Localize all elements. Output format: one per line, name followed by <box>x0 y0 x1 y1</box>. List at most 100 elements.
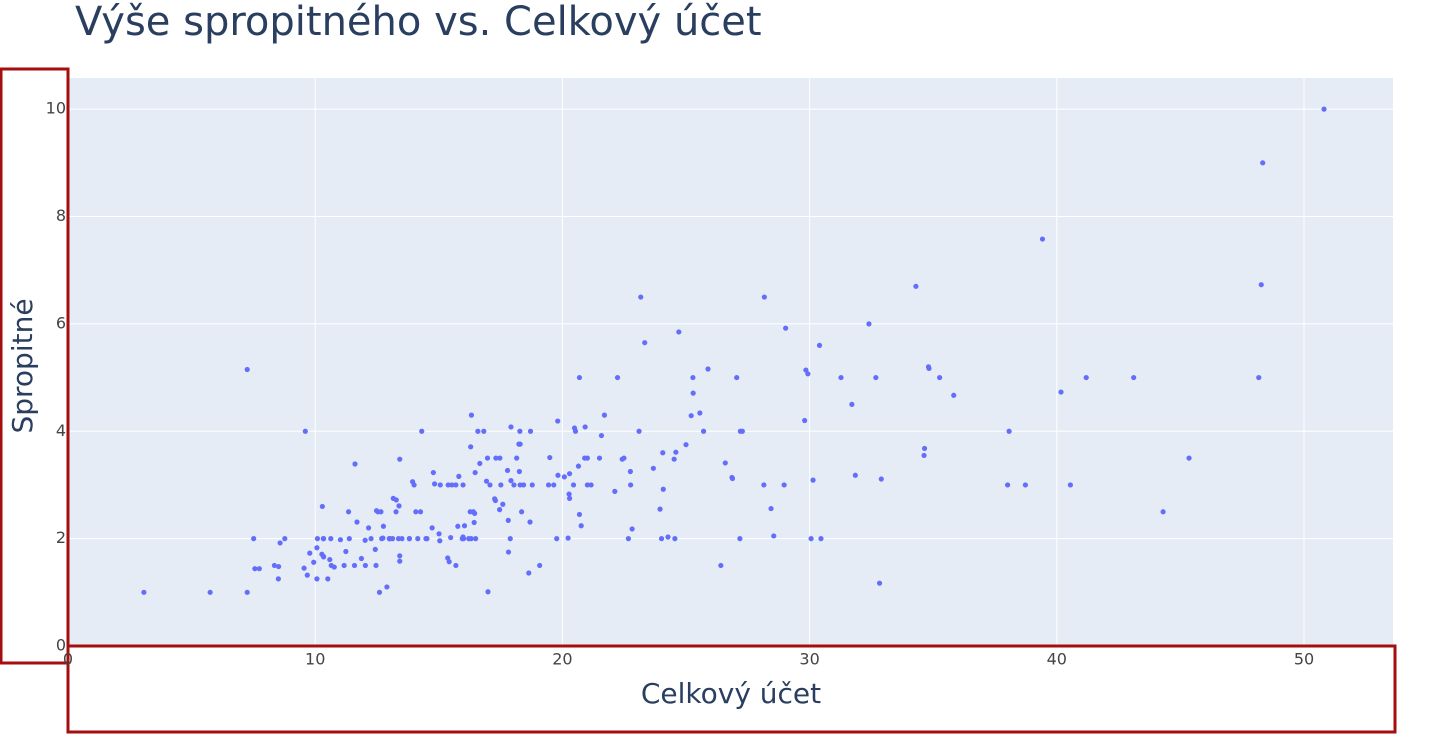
point <box>346 536 352 542</box>
point <box>325 576 331 582</box>
point <box>477 460 483 467</box>
point <box>596 455 603 461</box>
point <box>718 562 724 569</box>
point <box>252 566 258 572</box>
point <box>505 549 512 555</box>
point <box>565 535 571 541</box>
point <box>445 555 451 561</box>
point <box>396 503 402 509</box>
point <box>437 482 443 488</box>
point <box>271 562 278 569</box>
point <box>761 482 767 488</box>
point <box>453 482 459 488</box>
point <box>578 523 584 529</box>
point <box>566 471 573 477</box>
point <box>460 536 467 542</box>
point <box>739 428 745 434</box>
point <box>676 329 682 335</box>
point <box>487 482 493 488</box>
point <box>566 491 572 497</box>
point <box>572 428 579 434</box>
point <box>729 474 735 481</box>
x-tick-label: 30 <box>799 650 819 669</box>
point <box>1131 374 1137 381</box>
point <box>771 533 777 539</box>
point <box>627 468 633 475</box>
point <box>256 566 262 572</box>
point <box>393 497 399 503</box>
point <box>504 467 511 474</box>
point <box>466 536 472 542</box>
point <box>803 367 809 373</box>
point <box>705 366 711 372</box>
point <box>302 428 308 434</box>
point <box>672 536 678 542</box>
point <box>722 460 728 466</box>
point <box>368 536 374 542</box>
point <box>737 536 743 542</box>
point <box>529 482 535 488</box>
point <box>141 589 147 595</box>
point <box>321 536 327 542</box>
point <box>628 482 634 488</box>
point <box>629 526 635 532</box>
point <box>437 538 443 544</box>
point <box>658 536 665 542</box>
point <box>343 548 349 555</box>
point <box>690 390 696 396</box>
point <box>547 454 553 461</box>
point <box>406 536 412 542</box>
point <box>660 486 666 492</box>
x-tick-label: 40 <box>1047 650 1067 669</box>
point <box>492 496 498 502</box>
x-tick-label: 10 <box>305 650 325 669</box>
point <box>1005 482 1011 488</box>
point <box>866 321 872 327</box>
point <box>638 294 644 300</box>
point <box>642 340 648 346</box>
point <box>484 455 491 461</box>
point <box>671 456 677 462</box>
point <box>808 536 814 542</box>
point <box>508 478 514 484</box>
point <box>311 559 317 565</box>
y-tick-label: 2 <box>56 528 66 547</box>
point <box>453 562 459 569</box>
point <box>697 410 703 416</box>
point <box>921 445 928 452</box>
point <box>514 455 520 461</box>
point <box>376 589 383 595</box>
point <box>413 509 419 515</box>
point <box>650 465 656 471</box>
point <box>304 572 310 578</box>
point <box>307 550 313 556</box>
point <box>526 570 532 576</box>
point <box>1039 236 1046 242</box>
point <box>614 374 621 381</box>
point <box>688 413 694 419</box>
point <box>673 449 679 455</box>
point <box>1256 374 1262 381</box>
point <box>472 469 478 476</box>
point <box>582 455 588 461</box>
point <box>690 374 696 381</box>
y-tick-label: 4 <box>56 421 66 440</box>
point <box>314 536 321 542</box>
point <box>1186 455 1192 461</box>
point <box>527 519 533 525</box>
point <box>397 558 403 564</box>
point <box>683 442 689 448</box>
point <box>570 482 577 488</box>
point <box>575 463 582 469</box>
point <box>601 412 608 418</box>
point <box>319 503 325 510</box>
point <box>913 283 919 289</box>
point <box>555 418 561 424</box>
point <box>362 562 368 569</box>
point <box>517 482 523 488</box>
point <box>378 509 384 515</box>
point <box>852 472 858 478</box>
point <box>1160 509 1166 515</box>
point <box>493 455 499 461</box>
